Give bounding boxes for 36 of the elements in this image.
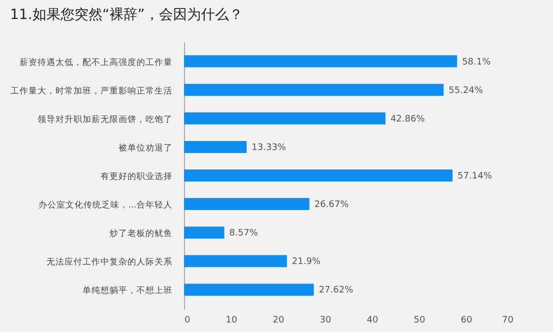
data-label: 58.1% [462, 57, 492, 68]
x-tick-label: 20 [272, 316, 284, 326]
data-label: 21.9% [292, 257, 321, 268]
x-tick-label: 60 [460, 316, 472, 326]
x-tick-label: 40 [366, 316, 378, 326]
data-label: 26.67% [314, 200, 350, 210]
data-label: 55.24% [448, 86, 484, 96]
y-tick-label: 办公室文化传统乏味，...合年轻人 [38, 200, 172, 211]
chart-title: 11.如果您突然“裸辞”，会因为什么？ [10, 7, 243, 23]
data-label: 42.86% [390, 114, 426, 124]
data-label: 57.14% [458, 172, 492, 182]
y-tick-label: 领导对升职加薪无限画饼，吃饱了 [38, 114, 172, 125]
data-label: 13.33% [252, 142, 286, 153]
bar [184, 112, 386, 124]
bar [184, 55, 458, 68]
x-tick-label: 30 [320, 316, 332, 326]
bar [184, 284, 314, 296]
y-tick-label: 有更好的职业选择 [100, 171, 172, 182]
x-tick-label: 50 [414, 316, 426, 326]
y-tick-label: 无法应付工作中复杂的人际关系 [46, 256, 172, 268]
x-tick-label: 10 [226, 316, 238, 326]
x-tick-label: 0 [184, 316, 190, 326]
y-tick-label: 薪资待遇太低，配不上高强度的工作量 [20, 56, 172, 68]
x-tick-label: 70 [502, 316, 514, 326]
bar [184, 198, 310, 210]
y-tick-label: 被单位劝退了 [118, 142, 172, 154]
y-tick-label: 单纯想躺平，不想上班 [82, 285, 172, 296]
bar [184, 226, 224, 239]
bar [184, 140, 247, 153]
y-tick-label: 炒了老板的鱿鱼 [110, 228, 172, 240]
bar [184, 84, 444, 96]
bar [184, 255, 287, 268]
bar [184, 170, 453, 182]
y-tick-label: 工作量大，时常加班，严重影响正常生活 [10, 85, 172, 96]
data-label: 27.62% [318, 286, 354, 296]
data-label: 8.57% [229, 228, 258, 239]
